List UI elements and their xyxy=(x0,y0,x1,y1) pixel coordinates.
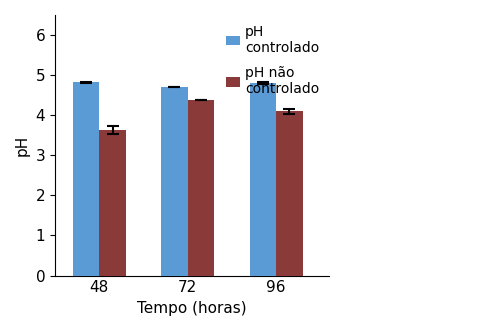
Bar xyxy=(73,82,99,276)
Bar xyxy=(188,100,214,276)
Bar xyxy=(161,87,188,276)
X-axis label: Tempo (horas): Tempo (horas) xyxy=(137,301,247,316)
Bar xyxy=(276,111,303,276)
Legend: pH
controlado, pH não
controlado: pH controlado, pH não controlado xyxy=(223,22,322,99)
Bar xyxy=(99,130,126,276)
Y-axis label: pH: pH xyxy=(15,135,30,156)
Bar xyxy=(250,83,276,276)
